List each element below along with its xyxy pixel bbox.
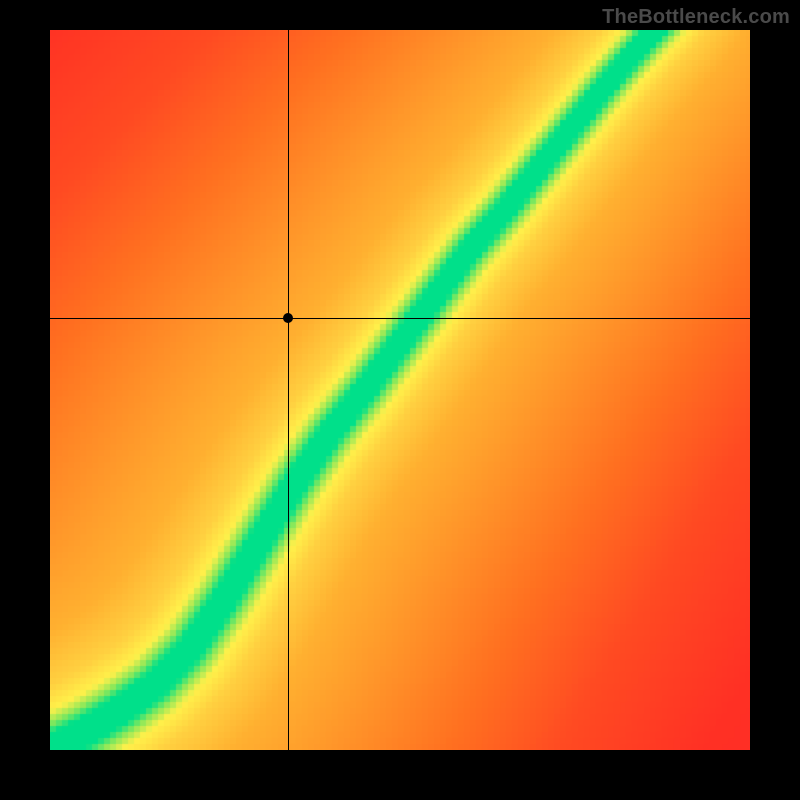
bottleneck-heatmap: [50, 30, 750, 750]
selection-marker: [283, 313, 293, 323]
crosshair-horizontal: [50, 318, 750, 319]
heatmap-canvas: [50, 30, 750, 750]
watermark-text: TheBottleneck.com: [602, 6, 790, 29]
crosshair-vertical: [288, 30, 289, 750]
